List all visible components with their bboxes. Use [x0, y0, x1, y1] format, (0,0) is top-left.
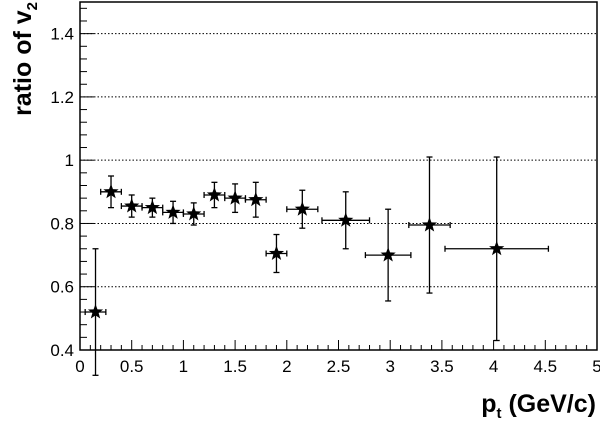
data-markers — [87, 183, 505, 319]
data-point-star — [489, 240, 505, 256]
data-point-star — [87, 304, 104, 319]
x-tick-label: 2 — [282, 357, 291, 376]
y-tick-label: 1.2 — [50, 88, 74, 107]
y-tick-label: 0.8 — [50, 214, 74, 233]
x-axis-title: pt (GeV/c) — [481, 390, 596, 422]
data-point-star — [338, 212, 354, 227]
tick-labels: 0 0.5 1 1.5 2 2.5 3 3.5 4 4.5 5 0.4 0.6 0.8 1 1.2 1.4 — [50, 25, 600, 376]
data-point-star — [186, 205, 202, 221]
y-axis-title: ratio of v2 — [9, 2, 41, 116]
y-tick-label: 0.4 — [50, 341, 74, 360]
x-tick-label: 1.5 — [223, 357, 247, 376]
y-tick-label: 1.4 — [50, 25, 74, 44]
data-point-star — [421, 217, 438, 232]
x-tick-label: 5 — [592, 357, 600, 376]
plot-frame — [79, 1, 598, 351]
data-point-star — [294, 201, 310, 216]
x-tick-label: 2.5 — [327, 357, 351, 376]
x-tick-label: 4.5 — [533, 357, 557, 376]
data-point-star — [206, 186, 223, 202]
data-point-star — [124, 198, 140, 213]
x-tick-label: 0.5 — [120, 357, 144, 376]
data-point-star — [144, 199, 160, 215]
data-point-star — [268, 245, 285, 260]
y-tick-label: 0.6 — [50, 278, 74, 297]
data-point-star — [248, 191, 264, 207]
data-point-star — [103, 183, 119, 199]
x-tick-label: 3 — [385, 357, 394, 376]
error-bars — [84, 156, 550, 376]
y-tick-label: 1 — [65, 151, 74, 170]
x-tick-label: 0 — [75, 357, 84, 376]
x-tick-label: 4 — [489, 357, 498, 376]
grid-lines — [80, 33, 597, 288]
data-point-star — [227, 190, 243, 205]
data-point-star — [380, 247, 396, 262]
data-point-star — [165, 204, 181, 219]
axis-ticks — [79, 7, 598, 351]
x-tick-label: 3.5 — [430, 357, 454, 376]
x-tick-label: 1 — [179, 357, 188, 376]
